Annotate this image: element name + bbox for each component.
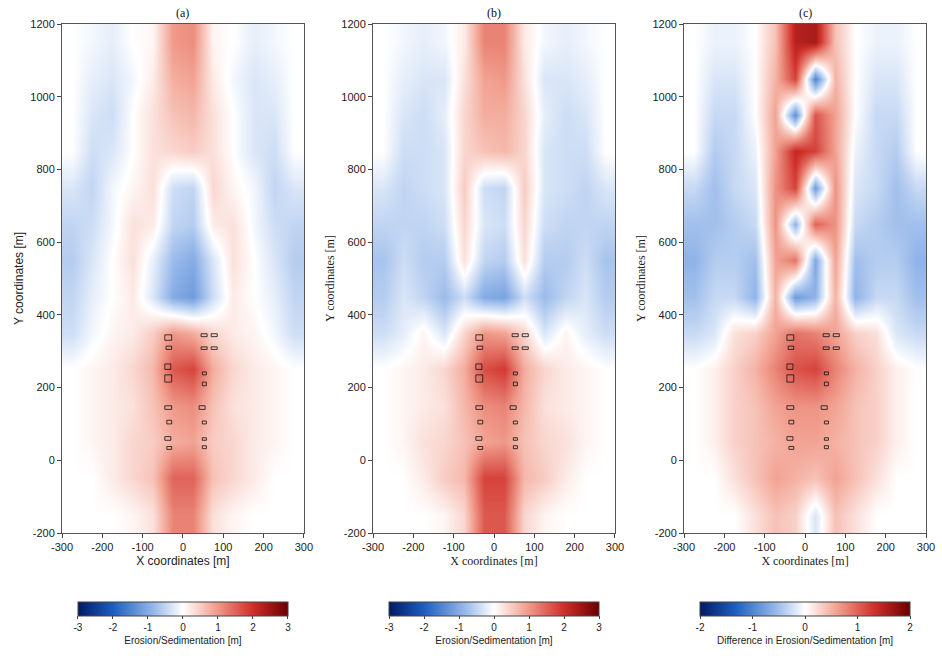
svg-text:X coordinates [m]: X coordinates [m]	[450, 554, 537, 568]
svg-text:(b): (b)	[487, 6, 501, 20]
svg-text:0: 0	[802, 541, 808, 553]
svg-text:100: 100	[214, 541, 232, 553]
svg-text:-200: -200	[713, 541, 735, 553]
svg-text:Erosion/Sedimentation [m]: Erosion/Sedimentation [m]	[435, 635, 553, 646]
svg-text:Erosion/Sedimentation [m]: Erosion/Sedimentation [m]	[124, 635, 242, 646]
svg-text:600: 600	[347, 236, 365, 248]
svg-text:X coordinates [m]: X coordinates [m]	[761, 554, 848, 568]
svg-text:1200: 1200	[341, 18, 365, 30]
svg-text:1200: 1200	[30, 18, 54, 30]
svg-text:200: 200	[254, 541, 272, 553]
svg-text:0: 0	[491, 541, 497, 553]
svg-text:-200: -200	[33, 527, 55, 539]
svg-text:200: 200	[36, 381, 54, 393]
svg-text:-3: -3	[385, 622, 394, 633]
svg-text:(c): (c)	[799, 6, 812, 20]
svg-text:3: 3	[285, 622, 291, 633]
svg-text:-2: -2	[420, 622, 429, 633]
svg-text:600: 600	[659, 236, 677, 248]
svg-text:Y coordinates [m]: Y coordinates [m]	[323, 235, 337, 322]
svg-text:200: 200	[565, 541, 583, 553]
svg-text:2: 2	[561, 622, 567, 633]
svg-text:1000: 1000	[652, 91, 676, 103]
svg-text:200: 200	[659, 381, 677, 393]
svg-text:0: 0	[49, 454, 55, 466]
svg-text:-100: -100	[754, 541, 776, 553]
svg-text:-1: -1	[748, 622, 757, 633]
svg-text:1: 1	[215, 622, 221, 633]
svg-text:300: 300	[917, 541, 935, 553]
svg-text:-200: -200	[91, 541, 113, 553]
svg-text:0: 0	[180, 622, 186, 633]
svg-text:(a): (a)	[176, 6, 189, 20]
svg-text:3: 3	[596, 622, 602, 633]
svg-text:-1: -1	[144, 622, 153, 633]
svg-text:-200: -200	[344, 527, 366, 539]
svg-text:Y coordinates [m]: Y coordinates [m]	[634, 235, 648, 322]
svg-text:2: 2	[250, 622, 256, 633]
svg-text:0: 0	[802, 622, 808, 633]
svg-text:0: 0	[180, 541, 186, 553]
svg-text:-200: -200	[402, 541, 424, 553]
svg-text:0: 0	[491, 622, 497, 633]
svg-text:0: 0	[671, 454, 677, 466]
svg-text:-100: -100	[132, 541, 154, 553]
svg-text:-2: -2	[696, 622, 705, 633]
svg-text:100: 100	[836, 541, 854, 553]
svg-text:X coordinates [m]: X coordinates [m]	[136, 554, 229, 568]
svg-text:-300: -300	[362, 541, 384, 553]
svg-text:1: 1	[855, 622, 861, 633]
svg-text:100: 100	[525, 541, 543, 553]
svg-text:300: 300	[295, 541, 313, 553]
svg-text:-300: -300	[51, 541, 73, 553]
svg-text:1000: 1000	[30, 91, 54, 103]
svg-text:1200: 1200	[652, 18, 676, 30]
svg-text:400: 400	[36, 309, 54, 321]
svg-text:800: 800	[347, 163, 365, 175]
svg-text:800: 800	[36, 163, 54, 175]
svg-text:1000: 1000	[341, 91, 365, 103]
svg-text:200: 200	[347, 381, 365, 393]
svg-text:-3: -3	[74, 622, 83, 633]
svg-text:-300: -300	[673, 541, 695, 553]
svg-text:-200: -200	[655, 527, 677, 539]
svg-text:800: 800	[659, 163, 677, 175]
svg-text:0: 0	[360, 454, 366, 466]
svg-text:-2: -2	[109, 622, 118, 633]
svg-text:Y coordinates [m]: Y coordinates [m]	[12, 232, 26, 325]
svg-text:-1: -1	[455, 622, 464, 633]
svg-text:600: 600	[36, 236, 54, 248]
svg-text:400: 400	[347, 309, 365, 321]
svg-text:400: 400	[659, 309, 677, 321]
svg-text:2: 2	[907, 622, 913, 633]
svg-text:200: 200	[877, 541, 895, 553]
svg-text:Difference in Erosion/Sediment: Difference in Erosion/Sedimentation [m]	[717, 635, 893, 646]
svg-text:300: 300	[606, 541, 624, 553]
svg-text:1: 1	[526, 622, 532, 633]
svg-text:-100: -100	[443, 541, 465, 553]
